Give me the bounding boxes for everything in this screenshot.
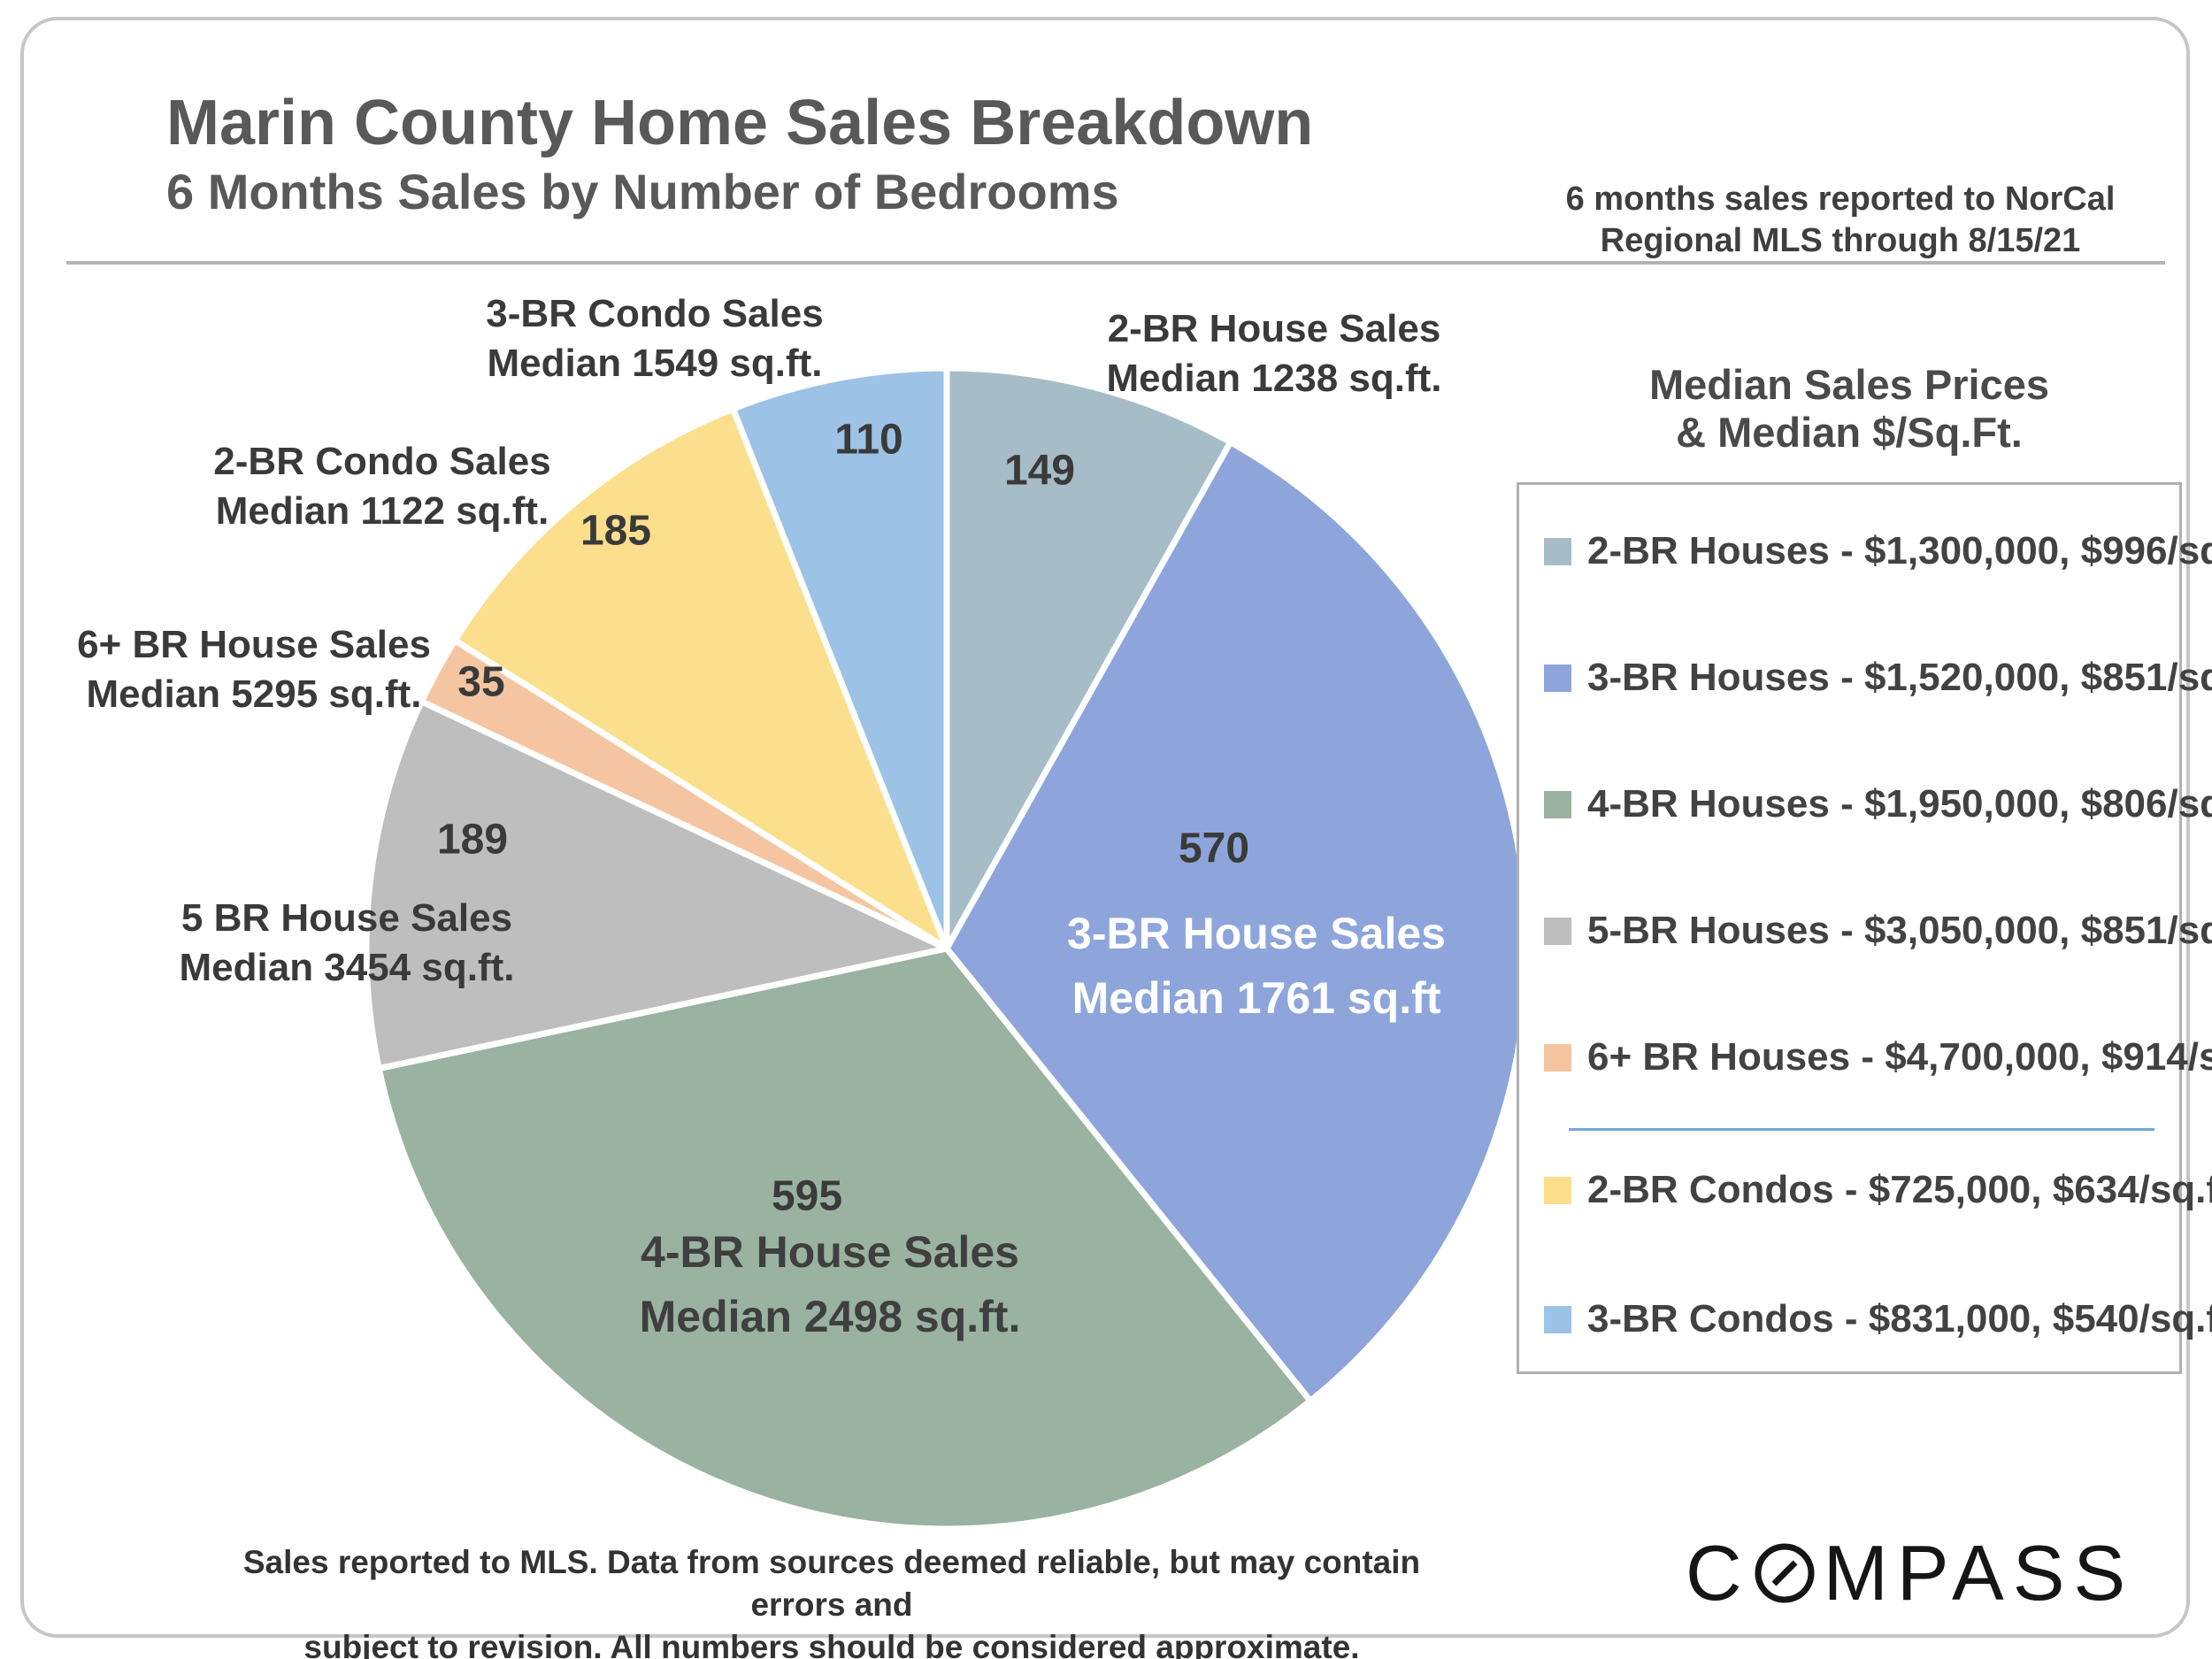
legend-item-5: 6+ BR Houses - $4,700,000, $914/sq.ft. (1544, 1035, 2212, 1079)
legend-item-label: 3-BR Condos - $831,000, $540/sq.ft. (1587, 1297, 2212, 1340)
header-divider (66, 261, 2165, 265)
compass-logo: C MPASS (1686, 1529, 2134, 1617)
legend-item-label: 6+ BR Houses - $4,700,000, $914/sq.ft. (1587, 1035, 2212, 1079)
legend-item-2: 3-BR Houses - $1,520,000, $851/sq.ft. (1544, 656, 2212, 700)
legend-item-6: 2-BR Condos - $725,000, $634/sq.ft. (1544, 1168, 2212, 1212)
footer-disclaimer: Sales reported to MLS. Data from sources… (204, 1541, 1460, 1659)
legend-item-label: 3-BR Houses - $1,520,000, $851/sq.ft. (1587, 656, 2212, 699)
legend-item-label: 2-BR Condos - $725,000, $634/sq.ft. (1587, 1168, 2212, 1211)
legend-group-divider (1569, 1128, 2154, 1131)
legend-item-4: 5-BR Houses - $3,050,000, $851/sq.ft. (1544, 909, 2212, 953)
legend-swatch-icon (1544, 917, 1571, 945)
legend-title-line2: & Median $/Sq.Ft. (1676, 409, 2023, 456)
legend-item-label: 4-BR Houses - $1,950,000, $806/sq.ft. (1587, 782, 2212, 826)
legend-item-label: 5-BR Houses - $3,050,000, $851/sq.ft. (1587, 909, 2212, 952)
legend-swatch-icon (1544, 1176, 1571, 1204)
header-note-line2: Regional MLS through 8/15/21 (1600, 222, 2081, 259)
legend-box: 2-BR Houses - $1,300,000, $996/sq.ft. 3-B… (1517, 482, 2212, 1374)
legend-item-label: 2-BR Houses - $1,300,000, $996/sq.ft. (1587, 529, 2212, 572)
footer-disclaimer-line2: subject to revision. All numbers should … (303, 1629, 1360, 1659)
compass-o-icon (1755, 1543, 1815, 1603)
pie-slice-4 (363, 698, 950, 1072)
legend-item-3: 4-BR Houses - $1,950,000, $806/sq.ft. (1544, 782, 2212, 826)
legend-swatch-icon (1544, 790, 1571, 818)
brand-letters: MPASS (1823, 1529, 2135, 1617)
legend-item-1: 2-BR Houses - $1,300,000, $996/sq.ft. (1544, 529, 2212, 573)
legend-swatch-icon (1544, 664, 1571, 692)
legend-title: Median Sales Prices & Median $/Sq.Ft. (1517, 361, 2182, 457)
pie-slice-6 (451, 405, 950, 952)
footer-disclaimer-line1: Sales reported to MLS. Data from sources… (242, 1544, 1421, 1623)
legend-swatch-icon (1544, 1043, 1571, 1071)
header-note: 6 months sales reported to NorCal Region… (1504, 179, 2177, 262)
pie-slice-7 (730, 365, 950, 952)
brand-letter: C (1686, 1529, 1751, 1617)
legend-swatch-icon (1544, 537, 1571, 565)
pie-slice-1 (943, 365, 1234, 952)
legend-title-line1: Median Sales Prices (1649, 361, 2049, 408)
header-note-line1: 6 months sales reported to NorCal (1565, 180, 2116, 218)
page-title: Marin County Home Sales Breakdown (166, 88, 1314, 158)
legend-item-7: 3-BR Condos - $831,000, $540/sq.ft. (1544, 1297, 2212, 1341)
legend-swatch-icon (1544, 1305, 1571, 1333)
page-subtitle: 6 Months Sales by Number of Bedrooms (166, 164, 1119, 219)
pie-slice-3 (375, 945, 1314, 1532)
